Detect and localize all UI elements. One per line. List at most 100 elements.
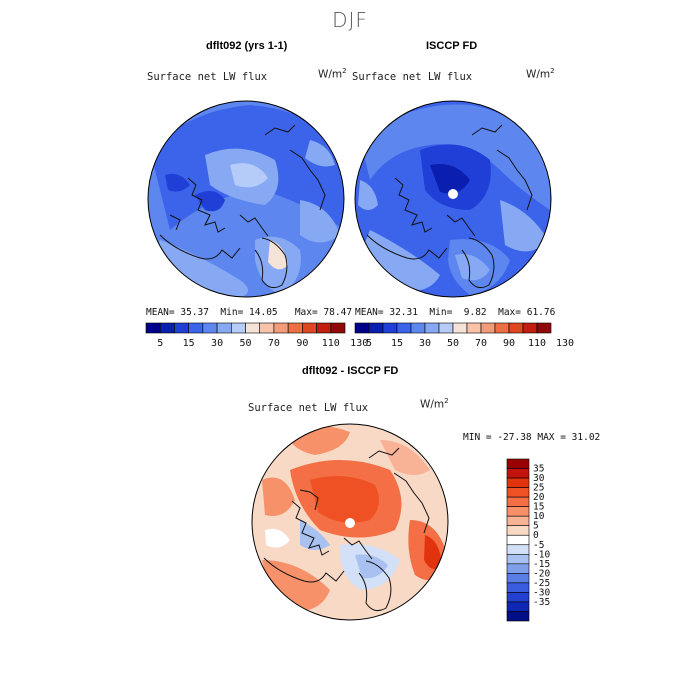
colorbar-diff-swatch xyxy=(506,563,530,574)
map-diff xyxy=(252,424,448,620)
colorbar-diff-swatch xyxy=(506,553,530,565)
colorbar-diff-tick-label: 5 xyxy=(533,521,539,532)
colorbar-diff-swatch xyxy=(506,477,530,488)
colorbar-diff-tick-label: -10 xyxy=(533,549,550,560)
map-diff-border xyxy=(251,423,449,621)
colorbar-diff-swatch xyxy=(506,544,530,555)
panel-2-variable: Surface net LW flux xyxy=(352,71,473,83)
colorbar-obs-swatch xyxy=(368,322,384,334)
colorbar-obs-tick-label: 110 xyxy=(528,338,546,349)
colorbar-diff-tick-label: -25 xyxy=(533,578,550,589)
colorbar-diff-tick-label: -30 xyxy=(533,587,550,598)
colorbar-model-tick-label: 5 xyxy=(157,338,163,349)
colorbar-model-swatch xyxy=(188,322,204,334)
panel-1-units: W/m2 xyxy=(318,67,347,81)
colorbar-obs-swatch xyxy=(480,322,496,334)
page-title: DJF xyxy=(332,8,368,32)
colorbar-obs-tick-label: 70 xyxy=(475,338,487,349)
colorbar-model: 5 15 30 50 70 90 110 130 xyxy=(145,322,368,349)
colorbar-obs-swatch xyxy=(466,322,482,334)
colorbar-diff-tick-label: -5 xyxy=(533,540,544,551)
colorbar-obs-swatch xyxy=(508,322,524,334)
colorbar-model-tick-label: 15 xyxy=(183,338,195,349)
colorbar-diff-tick-label: 25 xyxy=(533,483,544,494)
colorbar-diff-tick-label: -35 xyxy=(533,597,550,608)
colorbar-diff-tick-label: 10 xyxy=(533,511,545,522)
colorbar-obs-tick-label: 50 xyxy=(447,338,459,349)
colorbar-model-tick-label: 90 xyxy=(296,338,308,349)
colorbar-model-swatch xyxy=(245,322,261,334)
colorbar-model-tick-label: 130 xyxy=(350,338,368,349)
colorbar-model-tick-label: 70 xyxy=(268,338,280,349)
panel-1-title: dflt092 (yrs 1-1) xyxy=(206,40,288,52)
diff-panel-variable: Surface net LW flux xyxy=(248,402,369,414)
colorbar-model-swatch xyxy=(302,322,317,334)
diff-panel-title: dflt092 - ISCCP FD xyxy=(302,365,399,377)
colorbar-diff-swatch xyxy=(506,611,530,622)
colorbar-diff-swatch xyxy=(506,515,530,527)
map-model-border xyxy=(147,100,345,298)
colorbar-model-swatch xyxy=(330,322,346,334)
colorbar-obs-swatch xyxy=(382,322,398,334)
colorbar-model-tick-label: 110 xyxy=(322,338,340,349)
colorbar-diff-swatch xyxy=(506,582,530,593)
panel-1-variable: Surface net LW flux xyxy=(147,71,268,83)
colorbar-diff-tick-label: -20 xyxy=(533,568,550,579)
colorbar-obs-tick-label: 5 xyxy=(366,338,372,349)
map-model xyxy=(148,101,344,297)
colorbar-obs-tick-label: 130 xyxy=(556,338,574,349)
colorbar-diff-tick-label: -15 xyxy=(533,559,550,570)
colorbar-obs-swatch xyxy=(522,322,538,334)
colorbar-diff-tick-label: 30 xyxy=(533,473,545,484)
colorbar-model-swatch xyxy=(202,322,218,334)
colorbar-diff-swatch xyxy=(506,506,530,517)
colorbar-diff-swatch xyxy=(506,601,530,612)
colorbar-model-swatch xyxy=(216,322,232,334)
colorbar-obs-swatch xyxy=(536,322,552,334)
colorbar-model-swatch xyxy=(316,322,332,334)
panel-2-stats: MEAN= 32.31 Min= 9.82 Max= 61.76 xyxy=(355,307,556,318)
panel-2-units: W/m2 xyxy=(526,67,555,81)
colorbar-obs-tick-label: 15 xyxy=(391,338,403,349)
colorbar-obs-swatch xyxy=(452,322,468,334)
colorbar-diff-swatch xyxy=(506,468,530,479)
colorbar-model-swatch xyxy=(230,322,246,334)
map-obs-border xyxy=(354,100,552,298)
colorbar-model-swatch xyxy=(174,322,189,334)
colorbar-diff-swatch xyxy=(506,592,530,603)
diff-panel-minmax: MIN = -27.38 MAX = 31.02 xyxy=(463,432,601,443)
colorbar-diff-swatch xyxy=(506,496,530,507)
colorbar-diff-swatch xyxy=(506,487,530,498)
colorbar-diff-tick-label: 35 xyxy=(533,464,544,475)
colorbar-obs-tick-label: 30 xyxy=(419,338,431,349)
diff-panel-units: W/m2 xyxy=(420,397,449,411)
colorbar-model-tick-label: 50 xyxy=(239,338,251,349)
colorbar-diff-tick-label: 15 xyxy=(533,502,544,513)
colorbar-obs-swatch xyxy=(354,322,370,334)
colorbar-diff-swatch xyxy=(506,458,530,469)
colorbar-obs: 5 15 30 50 70 90 110 130 xyxy=(354,322,574,349)
colorbar-diff-swatch xyxy=(506,573,530,584)
map-obs xyxy=(355,101,551,297)
map-obs-pole-hole xyxy=(448,189,458,199)
colorbar-obs-swatch xyxy=(396,322,412,334)
colorbar-obs-tick-label: 90 xyxy=(503,338,515,349)
colorbar-model-swatch xyxy=(259,322,275,334)
colorbar-model-swatch xyxy=(273,322,289,334)
colorbar-obs-swatch xyxy=(438,322,454,334)
panel-1-stats: MEAN= 35.37 Min= 14.05 Max= 78.47 xyxy=(146,307,353,318)
colorbar-diff-tick-label: 0 xyxy=(533,530,539,541)
colorbar-diff-tick-label: 20 xyxy=(533,492,545,503)
colorbar-diff-swatch xyxy=(506,525,530,536)
panel-2-title: ISCCP FD xyxy=(426,40,478,52)
colorbar-model-swatch xyxy=(159,322,175,334)
colorbar-obs-swatch xyxy=(424,322,440,334)
colorbar-model-tick-label: 30 xyxy=(211,338,223,349)
colorbar-model-swatch xyxy=(145,322,161,334)
colorbar-model-swatch xyxy=(287,322,303,334)
map-diff-pole-hole xyxy=(345,518,355,528)
colorbar-obs-swatch xyxy=(410,322,426,334)
colorbar-diff-swatch xyxy=(506,534,530,546)
